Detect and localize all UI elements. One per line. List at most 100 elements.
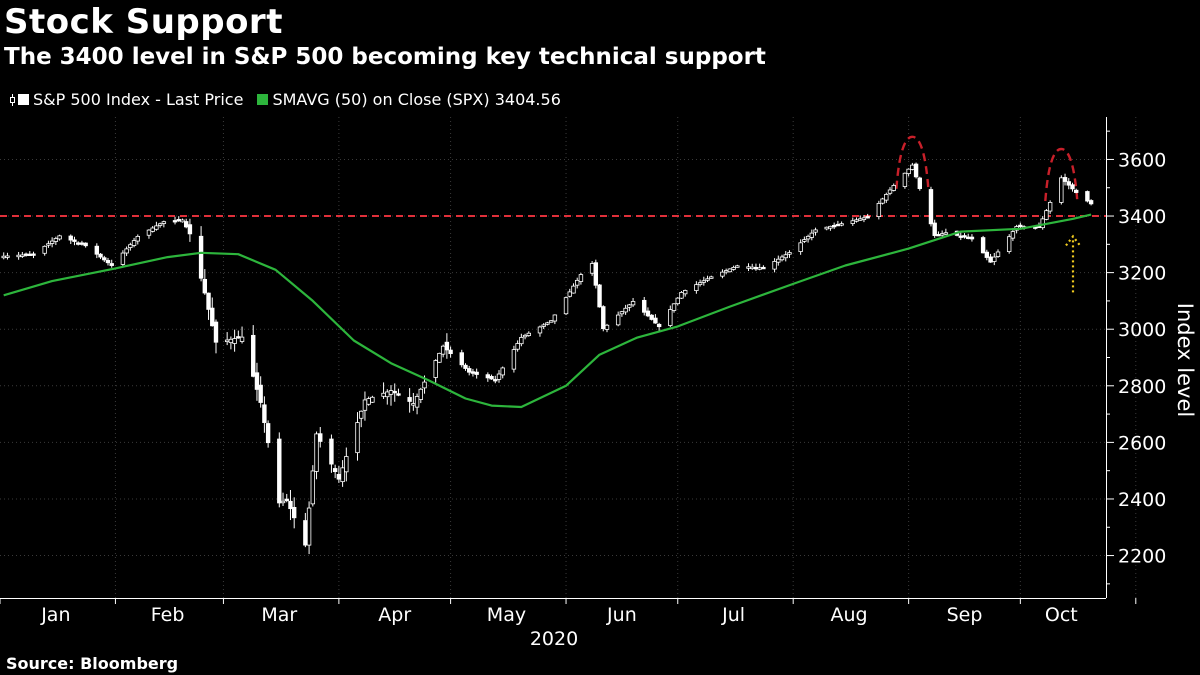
price-candle [679,291,684,299]
candle-body [656,323,662,328]
price-candle [340,460,345,487]
price-candle [761,265,766,270]
candle-body [541,324,546,327]
candle-body [731,267,736,270]
price-candle [20,251,25,258]
price-candle [567,288,572,298]
candle-body [593,262,599,286]
price-candle [779,254,785,262]
candle-body [850,220,855,224]
price-candle [604,323,610,333]
price-candle [187,218,193,242]
price-candle [467,365,472,376]
candle-body [604,324,610,330]
price-candle [459,349,464,368]
candle-body [280,500,286,504]
candle-body [180,219,185,223]
grid [0,117,1137,598]
x-tick-label: Jul [721,604,745,626]
candle-body [187,224,193,235]
x-tick-label: Jun [606,604,637,626]
price-candle [884,192,889,203]
price-candle [805,234,811,243]
candle-body [966,236,971,239]
candle-body [146,229,152,236]
candle-body [422,381,427,389]
price-candle [913,162,919,179]
price-candle [750,263,755,270]
candlestick-icon [10,93,16,106]
legend-item-price: S&P 500 Index - Last Price [10,90,243,109]
candle-body [575,279,580,286]
price-candle [493,375,498,384]
price-candle [27,251,32,256]
price-candle [318,427,323,448]
price-candle [515,340,520,352]
price-candle [359,410,364,428]
candle-body [813,229,818,233]
candle-body [589,263,595,274]
price-candle [448,346,453,358]
price-candle [265,420,271,448]
price-candle [642,296,647,316]
candle-body [105,259,111,264]
candle-body [701,280,707,283]
candle-body [437,352,442,363]
double-top-mark [895,135,930,189]
price-candle [284,493,289,503]
price-candle [962,233,967,239]
candle-body [392,390,397,394]
price-candle [511,345,517,373]
candle-body [172,220,178,223]
candle-body [459,352,464,366]
candle-body [601,306,606,330]
price-candle [839,221,844,227]
price-candle [124,246,129,257]
candle-body [753,267,759,270]
candle-body [176,219,181,222]
price-candle [94,243,100,259]
x-tick-label: Sep [947,604,983,626]
price-candle [433,359,438,383]
price-candle [16,251,21,260]
price-candle [772,258,777,273]
price-candle [183,218,189,229]
x-axis-year-label: 2020 [530,628,578,650]
price-candle [850,217,855,226]
price-candle [262,396,267,433]
candle-body [251,334,256,377]
price-candle [601,305,606,332]
candle-body [1006,236,1012,252]
candle-body [727,268,733,273]
price-candle [615,311,621,327]
legend-sma-label: SMAVG (50) on Close (SPX) 3404.56 [272,90,561,109]
candle-body [567,291,572,297]
price-candle [303,512,308,548]
candle-body [411,403,416,406]
candle-body [135,236,140,242]
price-candle [332,464,338,479]
candle-body [1,255,6,259]
price-candle [727,268,733,273]
price-candle [291,497,297,529]
candle-body [653,317,658,324]
candle-body [578,274,584,282]
candle-body [329,438,334,465]
candle-body [984,251,990,258]
double-top-mark [1044,147,1079,202]
candle-body [835,223,841,227]
price-candle [437,352,442,363]
price-candle [344,447,349,482]
candle-body [388,390,394,395]
candle-body [236,336,241,339]
price-candle [645,307,651,318]
candle-body [370,396,375,403]
price-candle [787,250,792,258]
price-candle [917,176,923,191]
price-candle [571,283,576,294]
candle-body [284,498,289,502]
candle-body [943,232,949,235]
candle-body [46,243,51,246]
candle-body [157,223,163,226]
candle-body [128,244,133,248]
